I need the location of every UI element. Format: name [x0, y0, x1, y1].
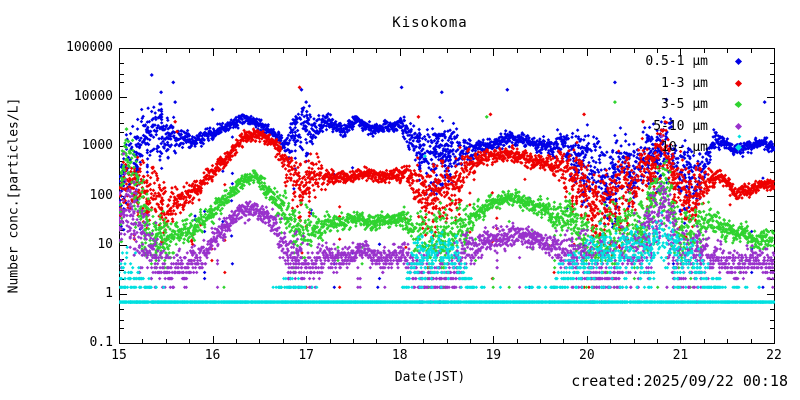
legend-item-label: 5-10 μm	[653, 118, 708, 134]
y-tick-label: 100000	[66, 40, 113, 55]
y-tick-label: 0.1	[89, 335, 113, 350]
legend-markerbox	[708, 58, 753, 66]
x-tick-label: 16	[204, 348, 221, 363]
legend-item-label: 10- μm	[661, 140, 708, 156]
legend-item-label: 1-3 μm	[661, 75, 708, 91]
x-axis-label: Date(JST)	[394, 370, 466, 385]
chart-title: Kisokoma	[392, 15, 468, 31]
legend-marker-icon	[734, 144, 743, 152]
x-tick-label: 18	[391, 348, 408, 363]
legend-item: 0.5-1 μm	[508, 51, 753, 73]
x-tick-label: 17	[298, 348, 314, 363]
created-timestamp: created:2025/09/22 00:18	[571, 372, 788, 390]
legend-markerbox	[708, 144, 753, 152]
legend-item-label: 0.5-1 μm	[645, 54, 708, 70]
legend-marker-icon	[734, 101, 743, 109]
legend: 0.5-1 μm 1-3 μm 3-5 μm 5-10 μm 10- μm	[508, 51, 753, 159]
scatter-plot-canvas	[119, 48, 775, 344]
legend-marker-icon	[734, 122, 743, 130]
legend-markerbox	[708, 101, 753, 109]
x-tick-label: 22	[766, 348, 782, 363]
legend-item: 5-10 μm	[508, 116, 753, 138]
x-tick-label: 20	[579, 348, 595, 363]
legend-markerbox	[708, 122, 753, 130]
legend-marker-icon	[734, 79, 743, 87]
y-tick-label: 1000	[81, 138, 113, 154]
legend-item: 3-5 μm	[508, 94, 753, 116]
y-tick-label: 10000	[73, 89, 113, 105]
y-tick-label: 1	[105, 285, 113, 301]
legend-item: 10- μm	[508, 137, 753, 159]
x-tick-label: 19	[485, 348, 502, 363]
legend-marker-icon	[734, 58, 743, 66]
x-tick-label: 21	[672, 348, 689, 363]
legend-markerbox	[708, 79, 753, 87]
legend-item: 1-3 μm	[508, 73, 753, 95]
x-tick-label: 15	[111, 348, 127, 363]
y-tick-label: 10	[97, 236, 113, 252]
plot-area: 0.5-1 μm 1-3 μm 3-5 μm 5-10 μm 10- μm	[119, 48, 775, 344]
legend-item-label: 3-5 μm	[661, 97, 708, 113]
y-tick-label: 100	[89, 187, 113, 203]
